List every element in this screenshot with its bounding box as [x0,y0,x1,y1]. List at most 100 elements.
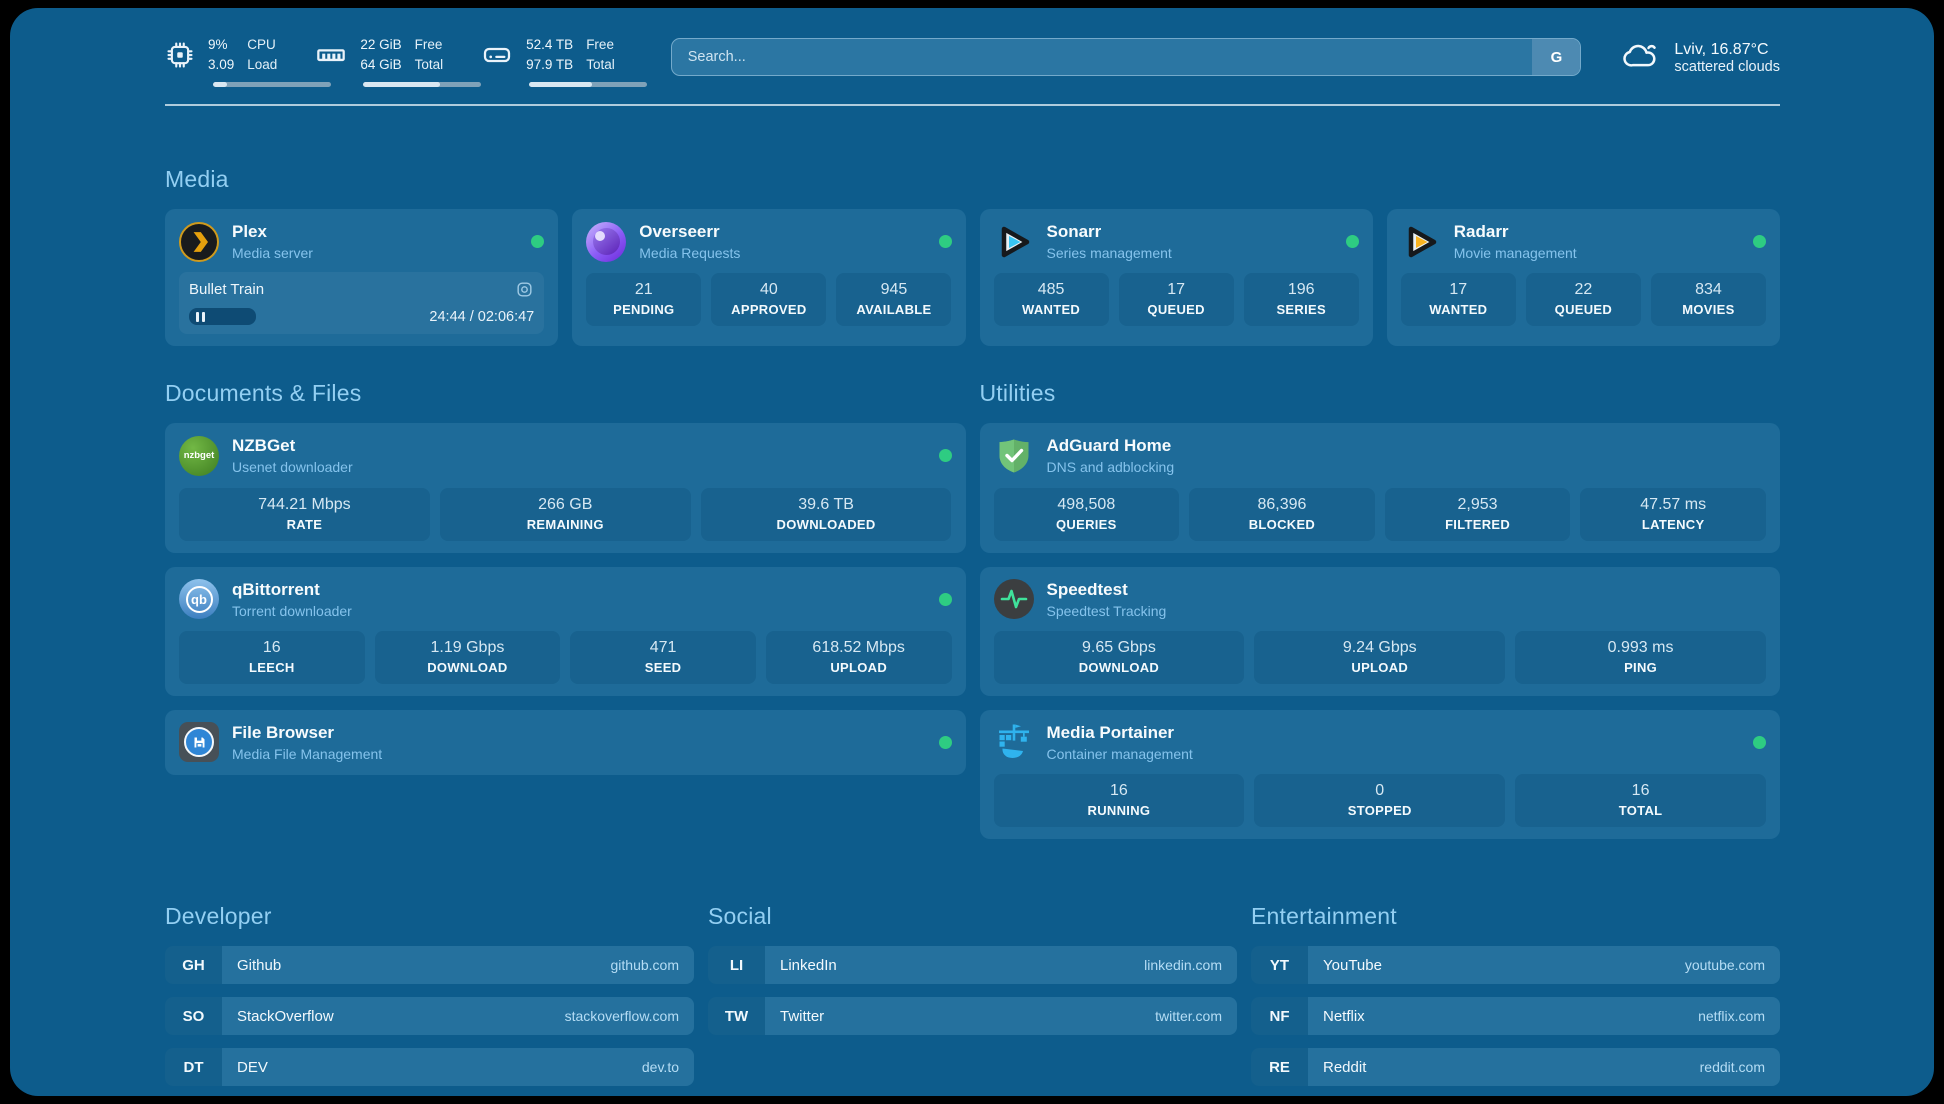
portainer-icon [994,722,1034,762]
adguard-icon [994,436,1034,476]
link-name: Reddit [1323,1058,1367,1076]
stat-value: 498,508 [1057,495,1116,513]
link-name: LinkedIn [780,956,837,974]
link-linkedin[interactable]: LI LinkedIn linkedin.com [708,946,1237,985]
stat-box: 16 LEECH [179,630,365,684]
link-github[interactable]: GH Github github.com [165,946,694,985]
adguard-card[interactable]: AdGuard Home DNS and adblocking 498,508 … [979,423,1780,553]
plex-card[interactable]: Plex Media server Bullet Train [165,209,559,347]
stat-box: 16 RUNNING [993,774,1245,828]
link-dev[interactable]: DT DEV dev.to [165,1048,694,1087]
stat-box: 196 SERIES [1243,273,1359,327]
cloud-icon [1621,36,1661,81]
radarr-card[interactable]: Radarr Movie management 17 WANTED 22 QUE… [1386,209,1780,347]
stat-box: 9.24 Gbps UPLOAD [1254,630,1506,684]
metric-value: 3.09 [208,57,235,72]
stat-label: DOWNLOADED [776,516,876,532]
link-url: youtube.com [1684,957,1765,974]
stat-box: 47.57 ms LATENCY [1580,487,1766,541]
status-dot [531,235,545,249]
media-grid: Plex Media server Bullet Train [165,209,1780,347]
stat-box: 834 MOVIES [1650,273,1766,327]
stat-box: 498,508 QUERIES [993,487,1180,541]
link-youtube[interactable]: YT YouTube youtube.com [1251,946,1780,985]
metric-value: 9% [208,37,228,53]
stat-value: 266 GB [538,495,593,513]
disk-metric: 52.4 TB 97.9 TB Free Total [481,35,648,87]
link-name: Twitter [780,1007,825,1025]
metric-labels: Free Total [415,35,444,74]
portainer-card[interactable]: Media Portainer Container management 16 … [979,709,1780,840]
link-url: twitter.com [1155,1008,1222,1025]
now-playing-widget: Bullet Train 24:44 / 02:06:47 [179,272,545,335]
app-desc: Speedtest Tracking [1046,602,1167,619]
stat-value: 744.21 Mbps [258,495,351,513]
link-url: netflix.com [1698,1008,1765,1025]
link-twitter[interactable]: TW Twitter twitter.com [708,997,1237,1036]
stat-value: 16 [262,638,281,656]
link-stackoverflow[interactable]: SO StackOverflow stackoverflow.com [165,997,694,1036]
overseerr-icon [586,221,627,262]
app-desc: Media server [232,245,313,262]
stat-label: QUERIES [1056,516,1117,532]
speedtest-card[interactable]: Speedtest Speedtest Tracking 9.65 Gbps D… [979,566,1780,696]
metric-labels: Free Total [586,35,615,74]
link-abbr: YT [1251,946,1308,985]
stat-value: 0.993 ms [1607,638,1674,656]
status-dot [1753,735,1766,749]
filebrowser-card[interactable]: File Browser Media File Management [165,709,966,776]
app-name: NZBGet [232,436,296,456]
stat-value: 1.19 Gbps [430,638,505,656]
qbittorrent-card[interactable]: qb qBittorrent Torrent downloader 16 LEE… [165,566,966,696]
playback-progress-bar[interactable]: 24:44 / 02:06:47 [189,308,534,326]
stat-box: 17 QUEUED [1118,273,1234,327]
header-divider [165,104,1780,106]
stat-label: BLOCKED [1248,516,1316,532]
stat-value: 39.6 TB [798,495,854,513]
link-url: reddit.com [1699,1059,1765,1076]
stat-box: 485 WANTED [993,273,1109,327]
stat-label: UPLOAD [1351,659,1409,675]
link-abbr: DT [165,1048,222,1087]
app-desc: Media File Management [232,745,383,762]
cpu-metric: 9% 3.09 CPU Load [165,35,331,87]
stat-value: 22 [1574,281,1593,299]
app-desc: Container management [1046,745,1193,762]
stat-box: 1.19 Gbps DOWNLOAD [374,630,561,684]
search-input[interactable] [670,38,1582,76]
stat-box: 618.52 Mbps UPLOAD [765,630,952,684]
stat-label: PING [1624,659,1658,675]
section-title-utilities: Utilities [979,380,1056,407]
stat-label: UPLOAD [830,659,888,675]
link-name: Netflix [1323,1007,1365,1025]
stat-value: 21 [634,281,653,299]
stat-value: 9.24 Gbps [1342,638,1417,656]
app-desc: Usenet downloader [232,459,353,476]
settings-icon[interactable] [515,280,534,299]
metric-value: 22 GiB [360,37,402,53]
stat-label: REMAINING [526,516,604,532]
sonarr-card[interactable]: Sonarr Series management 485 WANTED 17 Q… [979,209,1373,347]
link-reddit[interactable]: RE Reddit reddit.com [1251,1048,1780,1087]
stat-box: 21 PENDING [586,273,702,327]
app-desc: Torrent downloader [232,602,352,619]
app-name: Plex [232,222,267,241]
link-netflix[interactable]: NF Netflix netflix.com [1251,997,1780,1036]
stat-box: 9.65 Gbps DOWNLOAD [993,630,1245,684]
stat-label: MOVIES [1682,302,1735,318]
search-bar: G [670,38,1582,76]
stat-label: WANTED [1021,302,1081,318]
nzbget-card[interactable]: nzbget NZBGet Usenet downloader 744.21 M… [165,423,966,553]
top-bar: 9% 3.09 CPU Load 22 [165,32,1780,90]
link-url: dev.to [641,1059,679,1076]
link-name: YouTube [1323,956,1382,974]
search-engine-button[interactable]: G [1532,39,1581,75]
metric-value: 52.4 TB [526,37,574,53]
pause-icon[interactable] [196,311,206,322]
metric-values: 9% 3.09 [208,35,234,74]
section-title-social: Social [708,903,772,930]
stat-box: 39.6 TB DOWNLOADED [700,487,952,541]
overseerr-card[interactable]: Overseerr Media Requests 21 PENDING 40 A… [572,209,966,347]
nzbget-icon: nzbget [179,435,219,476]
cpu-progress-bar [213,81,331,87]
